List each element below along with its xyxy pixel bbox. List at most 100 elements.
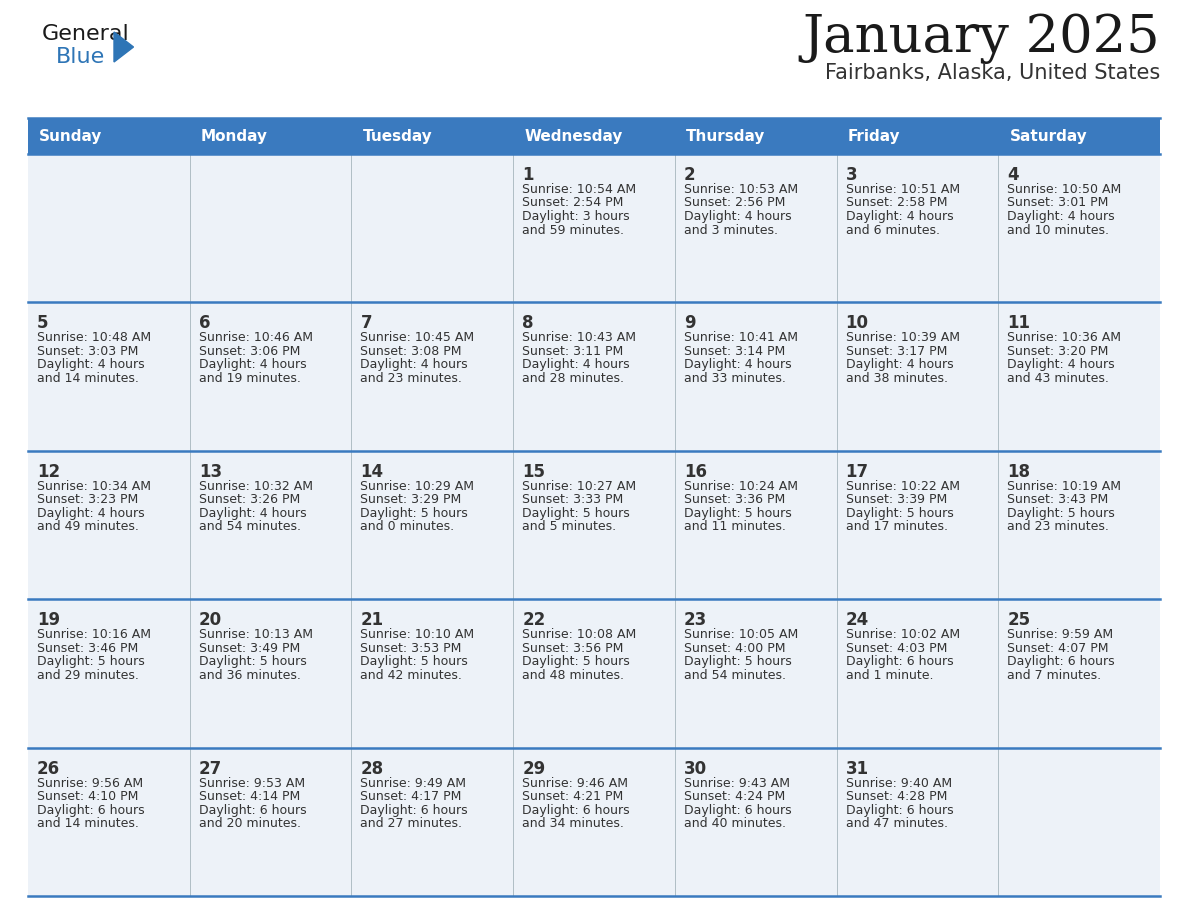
Text: and 59 minutes.: and 59 minutes.	[523, 223, 624, 237]
Text: Sunset: 2:58 PM: Sunset: 2:58 PM	[846, 196, 947, 209]
Bar	[998, 599, 1159, 747]
Text: Sunset: 3:29 PM: Sunset: 3:29 PM	[360, 493, 462, 507]
Text: Sunrise: 10:29 AM: Sunrise: 10:29 AM	[360, 480, 474, 493]
Text: Daylight: 5 hours: Daylight: 5 hours	[198, 655, 307, 668]
Bar	[190, 451, 352, 599]
Text: Daylight: 6 hours: Daylight: 6 hours	[198, 803, 307, 817]
Text: and 23 minutes.: and 23 minutes.	[1007, 521, 1110, 533]
Text: and 10 minutes.: and 10 minutes.	[1007, 223, 1110, 237]
Text: Sunset: 3:03 PM: Sunset: 3:03 PM	[37, 345, 138, 358]
Text: 16: 16	[684, 463, 707, 481]
Bar	[352, 154, 513, 302]
Text: Daylight: 4 hours: Daylight: 4 hours	[198, 358, 307, 372]
Text: Daylight: 4 hours: Daylight: 4 hours	[1007, 358, 1114, 372]
Bar	[29, 451, 190, 599]
Text: 26: 26	[37, 759, 61, 778]
Text: Sunrise: 10:45 AM: Sunrise: 10:45 AM	[360, 331, 474, 344]
Bar	[836, 154, 998, 302]
Text: and 28 minutes.: and 28 minutes.	[523, 372, 624, 385]
Text: and 20 minutes.: and 20 minutes.	[198, 817, 301, 830]
Text: Daylight: 3 hours: Daylight: 3 hours	[523, 210, 630, 223]
Bar	[675, 599, 836, 747]
Bar	[513, 302, 675, 451]
Text: Sunrise: 10:46 AM: Sunrise: 10:46 AM	[198, 331, 312, 344]
Text: Fairbanks, Alaska, United States: Fairbanks, Alaska, United States	[824, 63, 1159, 83]
Text: Sunrise: 9:49 AM: Sunrise: 9:49 AM	[360, 777, 467, 789]
Text: Daylight: 4 hours: Daylight: 4 hours	[37, 507, 145, 520]
Text: Sunrise: 10:08 AM: Sunrise: 10:08 AM	[523, 628, 637, 641]
Text: 24: 24	[846, 611, 868, 629]
Text: Daylight: 4 hours: Daylight: 4 hours	[360, 358, 468, 372]
Text: Sunrise: 10:16 AM: Sunrise: 10:16 AM	[37, 628, 151, 641]
Text: and 34 minutes.: and 34 minutes.	[523, 817, 624, 830]
Text: and 29 minutes.: and 29 minutes.	[37, 668, 139, 682]
Polygon shape	[114, 32, 133, 62]
Text: Daylight: 6 hours: Daylight: 6 hours	[846, 655, 953, 668]
Bar	[352, 599, 513, 747]
Text: Sunrise: 10:22 AM: Sunrise: 10:22 AM	[846, 480, 960, 493]
Text: 17: 17	[846, 463, 868, 481]
Text: and 1 minute.: and 1 minute.	[846, 668, 933, 682]
Text: Daylight: 5 hours: Daylight: 5 hours	[1007, 507, 1116, 520]
Bar	[29, 154, 190, 302]
Bar	[675, 154, 836, 302]
Text: Sunrise: 10:50 AM: Sunrise: 10:50 AM	[1007, 183, 1121, 196]
Text: Sunset: 3:39 PM: Sunset: 3:39 PM	[846, 493, 947, 507]
Text: Sunset: 4:24 PM: Sunset: 4:24 PM	[684, 790, 785, 803]
Text: and 14 minutes.: and 14 minutes.	[37, 372, 139, 385]
Bar	[352, 747, 513, 896]
Text: Sunset: 3:08 PM: Sunset: 3:08 PM	[360, 345, 462, 358]
Text: 29: 29	[523, 759, 545, 778]
Text: and 23 minutes.: and 23 minutes.	[360, 372, 462, 385]
Text: Sunset: 3:17 PM: Sunset: 3:17 PM	[846, 345, 947, 358]
Bar	[513, 154, 675, 302]
Text: and 40 minutes.: and 40 minutes.	[684, 817, 785, 830]
Text: Sunrise: 9:53 AM: Sunrise: 9:53 AM	[198, 777, 305, 789]
Text: Wednesday: Wednesday	[524, 129, 623, 143]
Text: Sunrise: 10:53 AM: Sunrise: 10:53 AM	[684, 183, 798, 196]
Text: Daylight: 6 hours: Daylight: 6 hours	[684, 803, 791, 817]
Text: Sunrise: 10:48 AM: Sunrise: 10:48 AM	[37, 331, 151, 344]
Text: Sunrise: 10:19 AM: Sunrise: 10:19 AM	[1007, 480, 1121, 493]
Text: Blue: Blue	[56, 47, 106, 67]
Bar	[352, 451, 513, 599]
Text: Daylight: 4 hours: Daylight: 4 hours	[1007, 210, 1114, 223]
Bar	[190, 747, 352, 896]
Text: 28: 28	[360, 759, 384, 778]
Text: 3: 3	[846, 166, 858, 184]
Bar	[29, 302, 190, 451]
Text: 6: 6	[198, 314, 210, 332]
Text: and 54 minutes.: and 54 minutes.	[198, 521, 301, 533]
Text: General: General	[42, 24, 129, 44]
Text: Monday: Monday	[201, 129, 268, 143]
Text: Sunset: 4:00 PM: Sunset: 4:00 PM	[684, 642, 785, 655]
Text: Daylight: 5 hours: Daylight: 5 hours	[846, 507, 953, 520]
Text: Sunrise: 9:46 AM: Sunrise: 9:46 AM	[523, 777, 628, 789]
Text: 20: 20	[198, 611, 222, 629]
Text: Sunrise: 10:02 AM: Sunrise: 10:02 AM	[846, 628, 960, 641]
Text: Daylight: 5 hours: Daylight: 5 hours	[523, 655, 630, 668]
Bar	[352, 302, 513, 451]
Text: and 33 minutes.: and 33 minutes.	[684, 372, 785, 385]
Text: Sunset: 3:26 PM: Sunset: 3:26 PM	[198, 493, 299, 507]
Text: and 54 minutes.: and 54 minutes.	[684, 668, 785, 682]
Text: Sunset: 3:11 PM: Sunset: 3:11 PM	[523, 345, 624, 358]
Text: Sunset: 3:01 PM: Sunset: 3:01 PM	[1007, 196, 1108, 209]
Text: Daylight: 4 hours: Daylight: 4 hours	[198, 507, 307, 520]
Text: 5: 5	[37, 314, 49, 332]
Text: Sunset: 4:03 PM: Sunset: 4:03 PM	[846, 642, 947, 655]
Bar	[675, 451, 836, 599]
Text: 25: 25	[1007, 611, 1030, 629]
Text: 4: 4	[1007, 166, 1019, 184]
Bar	[29, 118, 1159, 154]
Text: and 19 minutes.: and 19 minutes.	[198, 372, 301, 385]
Bar	[675, 747, 836, 896]
Text: Daylight: 4 hours: Daylight: 4 hours	[684, 358, 791, 372]
Text: 15: 15	[523, 463, 545, 481]
Text: 18: 18	[1007, 463, 1030, 481]
Text: Friday: Friday	[848, 129, 901, 143]
Text: 27: 27	[198, 759, 222, 778]
Text: Daylight: 4 hours: Daylight: 4 hours	[846, 358, 953, 372]
Text: Sunset: 3:53 PM: Sunset: 3:53 PM	[360, 642, 462, 655]
Text: Sunset: 3:23 PM: Sunset: 3:23 PM	[37, 493, 138, 507]
